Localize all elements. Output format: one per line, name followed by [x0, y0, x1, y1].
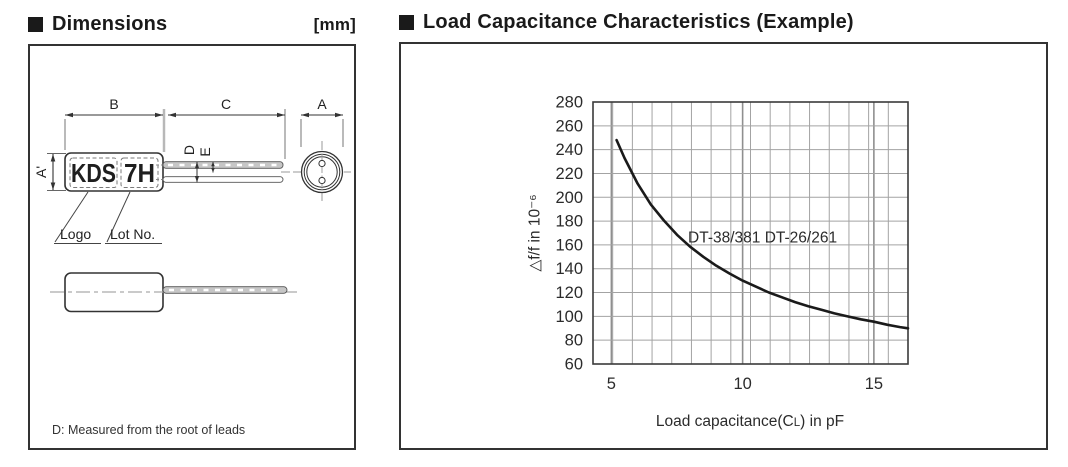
curve-dt38-381-dt26-261: [615, 138, 910, 330]
lead-hole-bottom: [318, 176, 326, 185]
curve-label: DT-38/381 DT-26/261: [688, 230, 837, 247]
dim-label-e: E: [197, 147, 213, 156]
arrowhead-icon: [194, 161, 200, 169]
x-tick-label: 10: [733, 375, 751, 393]
logo-marking-text: KDS: [71, 158, 116, 188]
drawing-note: D: Measured from the root of leads: [52, 423, 245, 437]
load-capacitance-header: Load Capacitance Characteristics (Exampl…: [399, 11, 1048, 34]
upper-lead: [162, 161, 284, 169]
section-marker-square: [28, 17, 43, 32]
dimensions-title: Dimensions: [52, 13, 168, 35]
x-tick-label: 15: [865, 375, 883, 393]
dim-label-b: B: [109, 96, 118, 112]
lot-marking-text: 7H: [124, 158, 155, 188]
load-capacitance-title: Load Capacitance Characteristics (Exampl…: [423, 11, 854, 33]
y-tick-label: 200: [555, 189, 583, 207]
arrowhead-icon: [168, 112, 176, 118]
x-axis-label: Load capacitance(CL) in pF: [656, 413, 844, 430]
unit-label: [mm]: [313, 14, 356, 34]
y-tick-label: 280: [555, 94, 583, 112]
y-tick-label: 240: [555, 141, 583, 159]
crystal-body-front: [64, 152, 164, 192]
dimensions-drawing: B C A A' KDS 7H: [33, 96, 351, 437]
arrowhead-icon: [50, 154, 56, 162]
y-tick-label: 80: [565, 332, 583, 350]
arrowhead-icon: [194, 176, 200, 183]
logo-marking-box: [69, 157, 118, 188]
x-axis-label-pre: Load capacitance(C: [656, 413, 794, 430]
load-capacitance-chart: △f/f in 10⁻⁶ Load capacitance(CL) in pF …: [527, 94, 910, 430]
dim-label-a: A: [317, 96, 327, 112]
x-axis-label-post: ) in pF: [800, 413, 844, 430]
arrowhead-icon: [277, 112, 285, 118]
arrowhead-icon: [211, 161, 215, 167]
arrowhead-icon: [335, 112, 343, 118]
lot-marking-box: [120, 157, 159, 188]
arrowhead-icon: [65, 112, 73, 118]
lower-lead: [162, 176, 284, 183]
y-axis-label: △f/f in 10⁻⁶: [527, 194, 544, 271]
y-tick-label: 220: [555, 165, 583, 183]
arrowhead-icon: [155, 112, 163, 118]
leader-line-logo: [54, 191, 89, 243]
y-tick-label: 140: [555, 260, 583, 278]
x-tick-label: 5: [607, 375, 616, 393]
y-tick-label: 160: [555, 236, 583, 254]
y-tick-label: 260: [555, 117, 583, 135]
y-tick-label: 120: [555, 284, 583, 302]
dimensions-panel: B C A A' KDS 7H: [28, 44, 356, 450]
lead-hole-top: [318, 159, 326, 168]
y-tick-label: 180: [555, 213, 583, 231]
dim-label-d: D: [181, 145, 197, 155]
x-axis-label-sub: L: [794, 417, 801, 429]
dim-label-c: C: [221, 96, 231, 112]
dimensions-header: Dimensions [mm]: [28, 13, 356, 36]
side-lead: [162, 286, 288, 294]
callout-logo: Logo: [60, 226, 91, 242]
y-tick-label: 100: [555, 308, 583, 326]
dim-label-aprime: A': [33, 166, 49, 178]
y-tick-label: 60: [565, 356, 583, 374]
section-marker-square: [399, 15, 414, 30]
load-capacitance-panel: △f/f in 10⁻⁶ Load capacitance(CL) in pF …: [399, 42, 1048, 450]
callout-lot-no: Lot No.: [110, 226, 155, 242]
leader-line-lot: [106, 191, 131, 243]
arrowhead-icon: [301, 112, 309, 118]
plot-border: [592, 101, 909, 365]
arrowhead-icon: [211, 168, 215, 173]
arrowhead-icon: [50, 182, 56, 190]
